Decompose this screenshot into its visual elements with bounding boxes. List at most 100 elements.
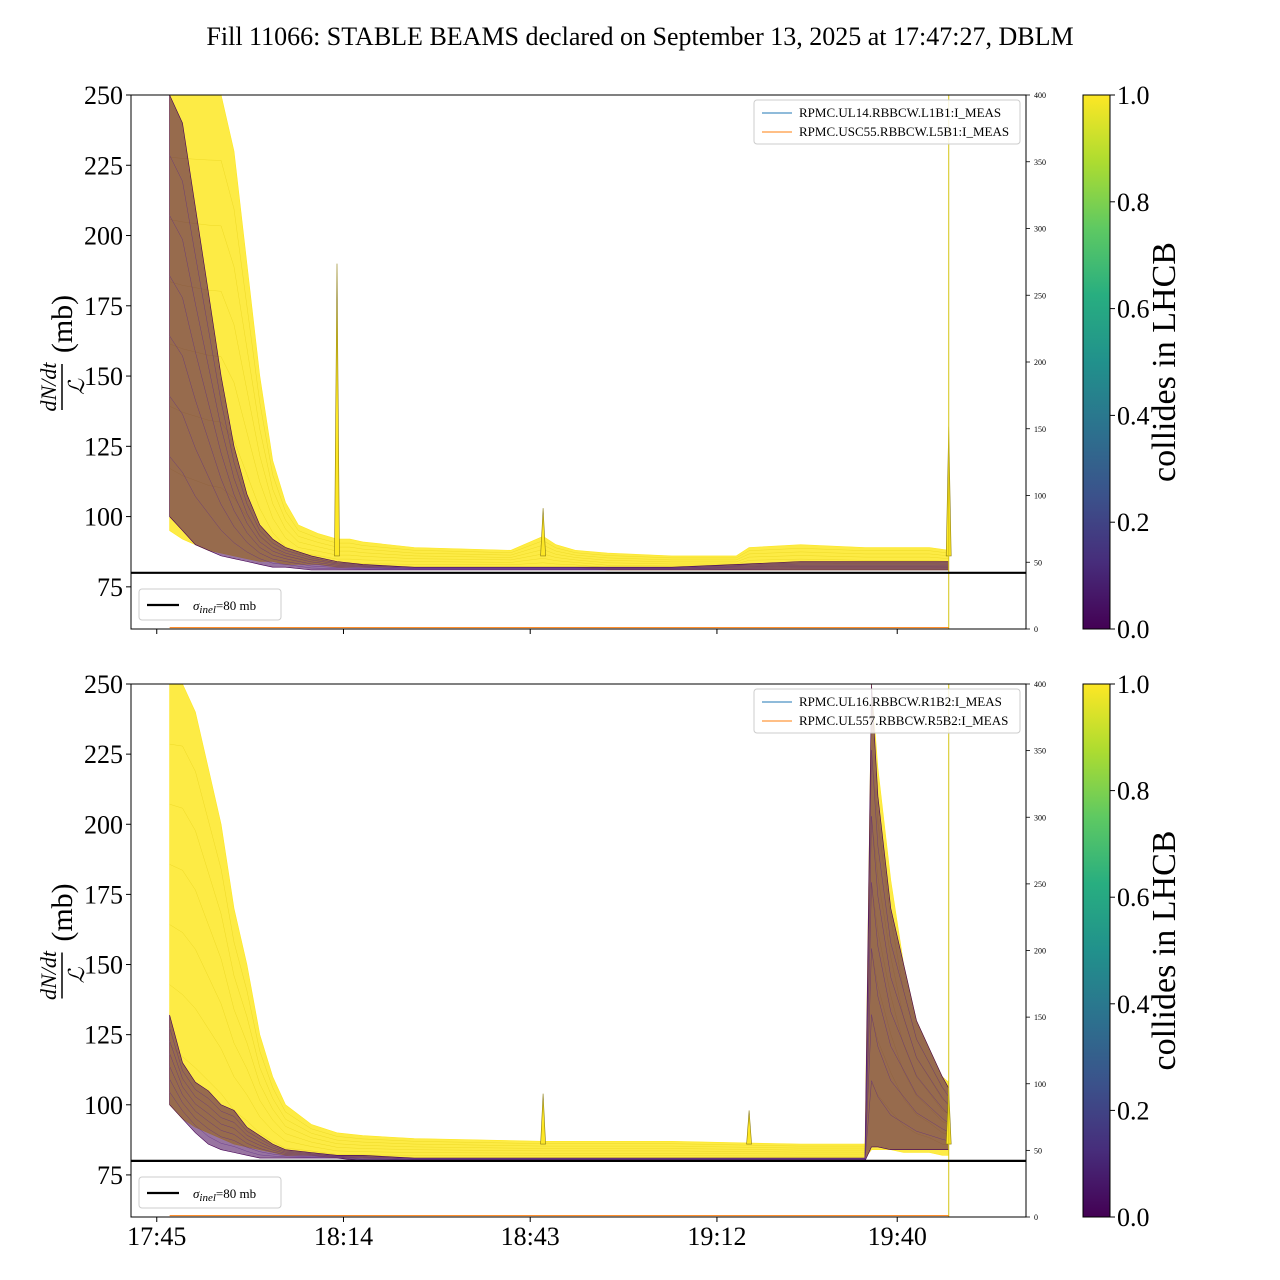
ytick-label-250: 250	[84, 670, 123, 699]
right-ytick-label-150: 150	[1034, 425, 1046, 434]
series-trace-0-5	[169, 219, 949, 561]
ytick-label-225: 225	[84, 740, 123, 769]
series-trace-0-4	[169, 281, 949, 563]
ylabel-denominator: ℒ	[64, 378, 89, 395]
right-ytick-label-350: 350	[1034, 158, 1046, 167]
ytick-label-150: 150	[84, 362, 123, 391]
series-trace-1-3	[169, 335, 949, 570]
ylabel-numerator: dN/dt	[36, 362, 61, 412]
series-trace-1-1	[169, 456, 949, 570]
colorbar-tick-label-5: 1.0	[1117, 670, 1150, 699]
spike-1	[540, 508, 546, 557]
ylabel: dN/dt ℒ (mb)	[36, 295, 89, 412]
right-ytick-label-200: 200	[1034, 947, 1046, 956]
legend-entry-0: RPMC.UL14.RBBCW.L1B1:I_MEAS	[799, 105, 1001, 120]
series-trace-1-5	[169, 816, 949, 1160]
series-trace-1-4	[169, 882, 949, 1160]
right-ytick-label-350: 350	[1034, 747, 1046, 756]
ytick-label-75: 75	[97, 1161, 123, 1190]
ytick-label-150: 150	[84, 951, 123, 980]
colorbar-tick-label-2: 0.4	[1117, 990, 1150, 1019]
ylabel-numerator: dN/dt	[36, 950, 61, 1000]
colorbar-tick-label-1: 0.2	[1117, 1096, 1150, 1125]
series-trace-1-6	[169, 750, 949, 1159]
right-ytick-label-200: 200	[1034, 358, 1046, 367]
reference-legend-box	[138, 588, 282, 621]
colorbar-top: 0.0 0.2 0.4 0.6 0.8 1.0 collides in LHCB	[1082, 81, 1183, 644]
right-ytick-label-150: 150	[1034, 1013, 1046, 1022]
colorbar-gradient	[1082, 94, 1111, 630]
right-ytick-label-100: 100	[1034, 492, 1046, 501]
right-ytick-label-300: 300	[1034, 225, 1046, 234]
legend-box	[753, 688, 1021, 734]
colorbar-tick-label-4: 0.8	[1117, 777, 1150, 806]
ylabel-unit: (mb)	[46, 295, 79, 353]
ytick-label-100: 100	[84, 1091, 123, 1120]
colorbar-tick-label-1: 0.2	[1117, 508, 1150, 537]
right-ytick-label-50: 50	[1034, 558, 1042, 567]
right-ytick-label-400: 400	[1034, 91, 1046, 100]
series-band-0	[169, 95, 949, 571]
series-trace-1-6	[169, 155, 949, 568]
colorbar-tick-label-4: 0.8	[1117, 188, 1150, 217]
ytick-label-200: 200	[84, 810, 123, 839]
series-trace-0-6	[169, 743, 949, 1147]
legend-top-right: RPMC.UL14.RBBCW.L1B1:I_MEAS RPMC.USC55.RB…	[753, 99, 1021, 145]
legend-entry-1: RPMC.UL557.RBBCW.R5B2:I_MEAS	[799, 713, 1008, 728]
reference-legend-box	[138, 1176, 282, 1209]
colorbar-tick-label-3: 0.6	[1117, 883, 1150, 912]
legend-entry-0: RPMC.UL16.RBBCW.R1B2:I_MEAS	[799, 694, 1002, 709]
colorbar-tick-label-0: 0.0	[1117, 1203, 1150, 1232]
plot-area	[169, 684, 952, 1162]
ytick-label-175: 175	[84, 292, 123, 321]
ylabel-denominator: ℒ	[64, 966, 89, 983]
ytick-label-250: 250	[84, 81, 123, 110]
series-trace-1-5	[169, 215, 949, 569]
ytick-label-125: 125	[84, 432, 123, 461]
right-ytick-label-100: 100	[1034, 1080, 1046, 1089]
series-trace-1-2	[169, 1014, 949, 1161]
panel-top: 75 100 125 150 175 200 225 250 0 50 100 150 200 250 30…	[36, 81, 1046, 634]
reference-legend-label: σinel=80 mb	[193, 598, 256, 616]
colorbar-tick-label-3: 0.6	[1117, 295, 1150, 324]
right-ytick-label-50: 50	[1034, 1146, 1042, 1155]
spike-0	[334, 263, 340, 557]
xtick-label-1: 18:14	[314, 1222, 373, 1251]
legend-bottom-left: σinel=80 mb	[138, 1176, 282, 1209]
panel-bottom: 75 100 125 150 175 200 225 250 0 50 100 150 200 250 30…	[36, 670, 1046, 1251]
colorbar-tick-label-2: 0.4	[1117, 401, 1150, 430]
series-band-1	[169, 684, 949, 1162]
ytick-label-200: 200	[84, 222, 123, 251]
series-trace-1-3	[169, 948, 949, 1160]
ytick-label-175: 175	[84, 880, 123, 909]
spike-0	[540, 1093, 546, 1145]
spike-1	[746, 1110, 752, 1145]
ytick-label-100: 100	[84, 503, 123, 532]
legend-entry-1: RPMC.USC55.RBBCW.L5B1:I_MEAS	[799, 124, 1009, 139]
legend-bottom-left: σinel=80 mb	[138, 588, 282, 621]
reference-legend-label: σinel=80 mb	[193, 1186, 256, 1204]
series-band-0	[169, 684, 949, 1159]
series-trace-0-6	[169, 156, 949, 559]
right-ytick-label-250: 250	[1034, 291, 1046, 300]
colorbar-label: collides in LHCB	[1146, 831, 1183, 1071]
colorbar-gradient	[1082, 683, 1111, 1218]
right-ytick-label-0: 0	[1034, 1213, 1038, 1222]
xtick-label-2: 18:43	[501, 1222, 560, 1251]
plot-area	[169, 95, 952, 571]
colorbar-label: collides in LHCB	[1146, 242, 1183, 482]
ytick-label-125: 125	[84, 1021, 123, 1050]
xtick-label-3: 19:12	[687, 1222, 746, 1251]
ylabel: dN/dt ℒ (mb)	[36, 883, 89, 1000]
figure-title: Fill 11066: STABLE BEAMS declared on Sep…	[206, 22, 1073, 51]
legend-box	[753, 99, 1021, 145]
series-trace-1-4	[169, 275, 949, 569]
colorbar-bottom: 0.0 0.2 0.4 0.6 0.8 1.0 collides in LHCB	[1082, 670, 1183, 1232]
colorbar-tick-label-5: 1.0	[1117, 81, 1150, 110]
series-trace-0-3	[169, 343, 949, 565]
colorbar-tick-label-0: 0.0	[1117, 615, 1150, 644]
series-trace-1-2	[169, 395, 949, 570]
ytick-label-75: 75	[97, 573, 123, 602]
right-ytick-label-400: 400	[1034, 680, 1046, 689]
